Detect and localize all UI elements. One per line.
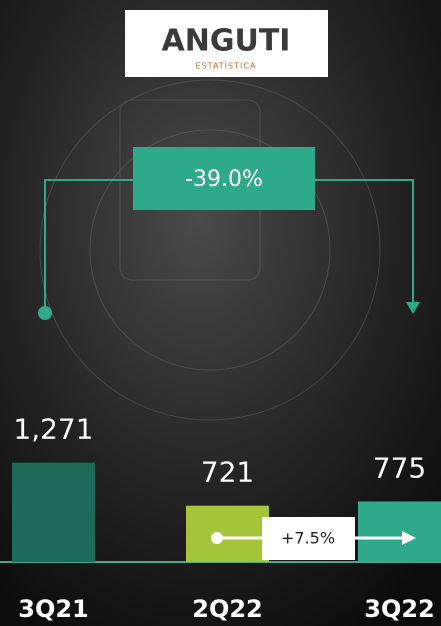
logo-subtitle: ESTATÍSTICA (196, 60, 257, 71)
bracket-dot (38, 306, 52, 320)
x-tick-label: 3Q22 (364, 595, 435, 623)
annotation: +7.5% (281, 529, 335, 548)
annotation-box (262, 517, 355, 560)
bar (186, 505, 269, 562)
value-label: 775 (373, 451, 426, 484)
value-label: 1,271 (13, 413, 93, 446)
growth-dot (211, 532, 223, 544)
bar (12, 462, 95, 562)
growth-arrow (402, 531, 416, 545)
bar (358, 501, 441, 562)
bracket-arrow (406, 302, 420, 314)
annotation-box (133, 147, 315, 210)
x-tick-label: 3Q21 (18, 595, 89, 623)
logo-name: ANGUTI (162, 24, 291, 59)
x-tick-label: 2Q22 (192, 595, 263, 623)
value-label: 721 (201, 456, 254, 489)
annotation: -39.0% (185, 167, 263, 192)
logo-box (125, 10, 328, 77)
